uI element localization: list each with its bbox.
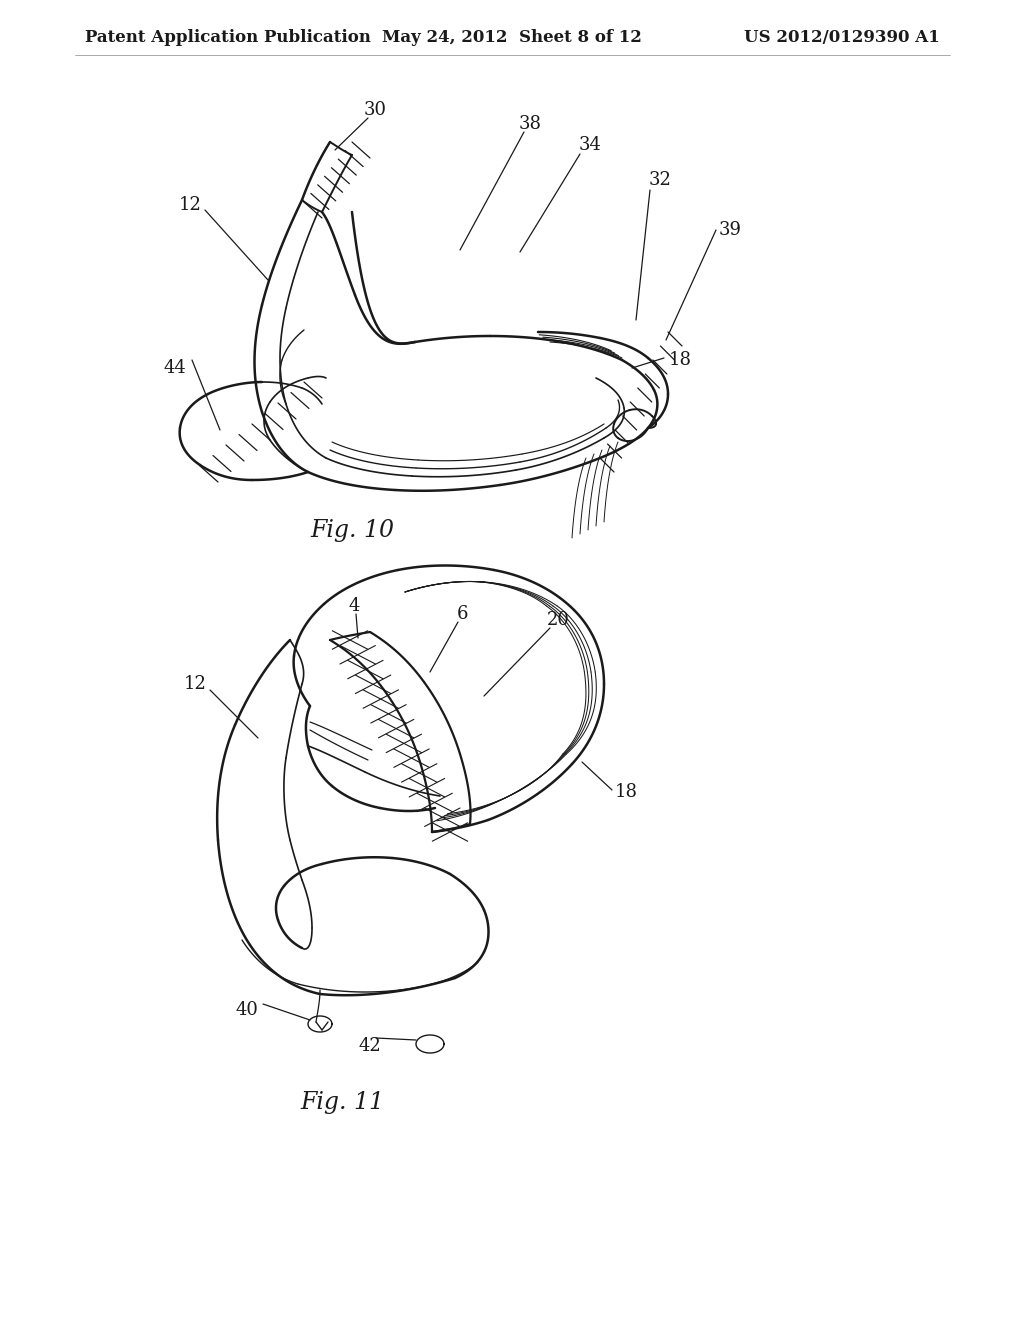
- Text: Fig. 10: Fig. 10: [310, 519, 394, 541]
- Text: US 2012/0129390 A1: US 2012/0129390 A1: [744, 29, 940, 45]
- Text: 42: 42: [358, 1038, 381, 1055]
- Text: 44: 44: [164, 359, 186, 378]
- Text: 20: 20: [547, 611, 569, 630]
- Text: 38: 38: [518, 115, 542, 133]
- Text: 39: 39: [719, 220, 741, 239]
- Text: 18: 18: [614, 783, 638, 801]
- Text: 32: 32: [648, 172, 672, 189]
- Text: 12: 12: [178, 195, 202, 214]
- Text: 6: 6: [457, 605, 468, 623]
- Text: 18: 18: [669, 351, 691, 370]
- Text: 12: 12: [183, 675, 207, 693]
- Text: 34: 34: [579, 136, 601, 154]
- Text: May 24, 2012  Sheet 8 of 12: May 24, 2012 Sheet 8 of 12: [382, 29, 642, 45]
- Text: 30: 30: [364, 102, 386, 119]
- Text: 40: 40: [236, 1001, 258, 1019]
- Text: Fig. 11: Fig. 11: [300, 1090, 384, 1114]
- Text: 4: 4: [348, 597, 359, 615]
- Text: Patent Application Publication: Patent Application Publication: [85, 29, 371, 45]
